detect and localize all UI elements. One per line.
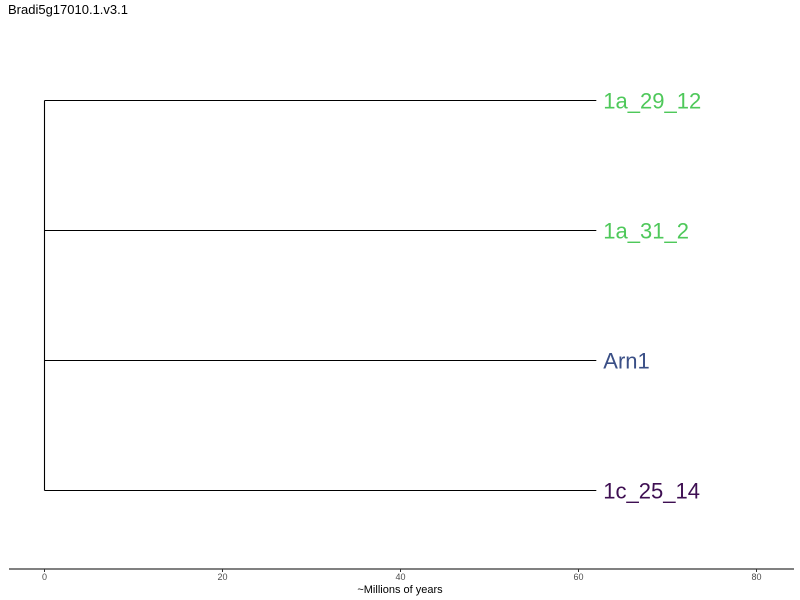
x-axis-ticks: 0 20 40 60 80: [42, 569, 762, 582]
x-tick-label: 20: [217, 572, 227, 582]
x-tick-label: 40: [395, 572, 405, 582]
chart-title: Bradi5g17010.1.v3.1: [8, 2, 128, 17]
x-axis-label: ~Millions of years: [357, 584, 443, 596]
x-tick-label: 60: [573, 572, 583, 582]
tip-label: 1a_29_12: [603, 89, 701, 114]
x-tick-label: 0: [42, 572, 47, 582]
tip-label: 1a_31_2: [603, 219, 689, 244]
x-tick-label: 80: [751, 572, 761, 582]
tip-labels: 1a_29_12 1a_31_2 Arn1 1c_25_14: [603, 89, 701, 504]
tip-label: Arn1: [603, 349, 649, 374]
tree-branches: [43, 99, 597, 492]
tip-label: 1c_25_14: [603, 479, 700, 504]
